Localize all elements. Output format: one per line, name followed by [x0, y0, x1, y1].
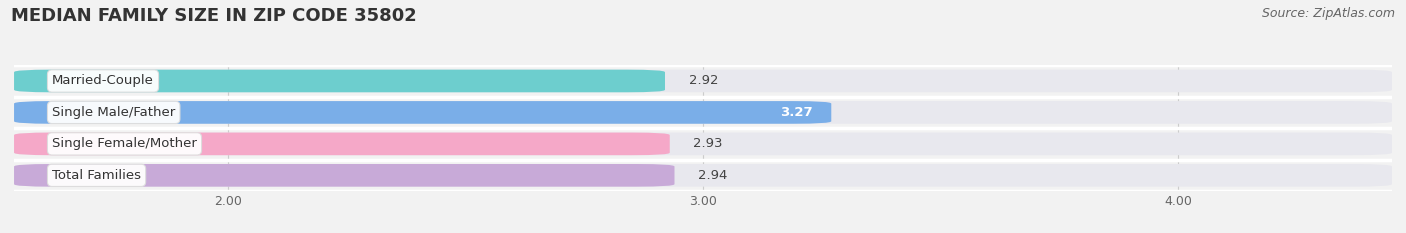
- Text: MEDIAN FAMILY SIZE IN ZIP CODE 35802: MEDIAN FAMILY SIZE IN ZIP CODE 35802: [11, 7, 418, 25]
- FancyBboxPatch shape: [14, 101, 831, 124]
- FancyBboxPatch shape: [14, 164, 675, 187]
- Text: 2.94: 2.94: [699, 169, 728, 182]
- Text: Single Female/Mother: Single Female/Mother: [52, 137, 197, 150]
- Text: 2.93: 2.93: [693, 137, 723, 150]
- FancyBboxPatch shape: [14, 70, 665, 92]
- Text: Total Families: Total Families: [52, 169, 141, 182]
- Text: Married-Couple: Married-Couple: [52, 75, 153, 87]
- Text: Source: ZipAtlas.com: Source: ZipAtlas.com: [1261, 7, 1395, 20]
- FancyBboxPatch shape: [14, 133, 669, 155]
- Text: 3.27: 3.27: [780, 106, 813, 119]
- FancyBboxPatch shape: [14, 133, 1392, 155]
- Text: 2.92: 2.92: [689, 75, 718, 87]
- FancyBboxPatch shape: [14, 70, 1392, 92]
- Text: Single Male/Father: Single Male/Father: [52, 106, 176, 119]
- FancyBboxPatch shape: [14, 101, 1392, 124]
- FancyBboxPatch shape: [14, 164, 1392, 187]
